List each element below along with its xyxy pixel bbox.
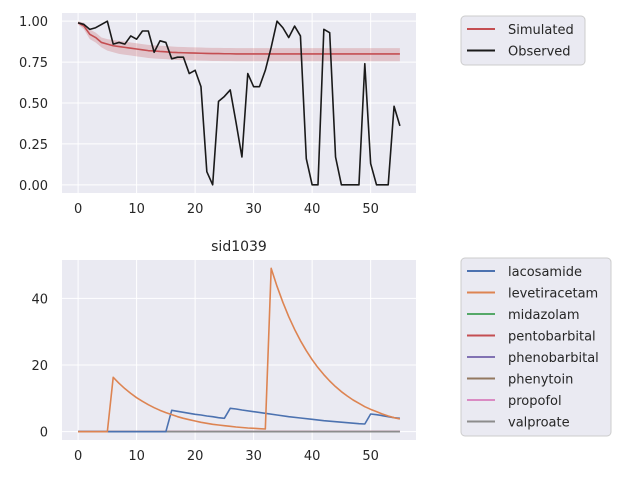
x-tick-label: 40 bbox=[304, 202, 321, 217]
legend-label-propofol: propofol bbox=[508, 394, 562, 409]
x-tick-label: 50 bbox=[362, 449, 379, 464]
chart-title: sid1039 bbox=[211, 239, 267, 255]
legend-label-simulated: Simulated bbox=[508, 23, 574, 38]
legend-label-pentobarbital: pentobarbital bbox=[508, 330, 596, 345]
x-tick-label: 10 bbox=[128, 449, 145, 464]
x-tick-label: 0 bbox=[74, 449, 82, 464]
y-tick-label: 0.75 bbox=[19, 56, 48, 71]
x-tick-label: 20 bbox=[187, 202, 204, 217]
x-tick-label: 0 bbox=[74, 202, 82, 217]
x-tick-label: 50 bbox=[362, 202, 379, 217]
y-tick-label: 0.00 bbox=[19, 179, 48, 194]
legend-label-midazolam: midazolam bbox=[508, 308, 580, 323]
x-tick-label: 20 bbox=[187, 449, 204, 464]
y-tick-label: 0.50 bbox=[19, 97, 48, 112]
legend-box bbox=[460, 257, 612, 437]
legend-label-valproate: valproate bbox=[508, 416, 570, 431]
legend-label-levetiracetam: levetiracetam bbox=[508, 287, 598, 302]
levetiracetam-line bbox=[78, 267, 401, 433]
x-tick-label: 30 bbox=[245, 449, 262, 464]
y-tick-label: 40 bbox=[31, 292, 48, 307]
observed-line bbox=[77, 20, 401, 186]
simulated-line bbox=[77, 22, 400, 55]
y-tick-label: 20 bbox=[31, 359, 48, 374]
plot-area bbox=[62, 260, 416, 440]
x-tick-label: 10 bbox=[128, 202, 145, 217]
x-tick-label: 40 bbox=[304, 449, 321, 464]
y-tick-label: 1.00 bbox=[19, 15, 48, 30]
legend-label-observed: Observed bbox=[508, 45, 571, 60]
x-tick-label: 30 bbox=[245, 202, 262, 217]
top-legend: Simulated Observed bbox=[460, 15, 586, 66]
legend-label-phenytoin: phenytoin bbox=[508, 373, 573, 388]
lacosamide-line bbox=[78, 407, 400, 433]
legend-label-phenobarbital: phenobarbital bbox=[508, 351, 599, 366]
y-tick-label: 0 bbox=[40, 426, 48, 441]
y-tick-label: 0.25 bbox=[19, 138, 48, 153]
top-chart: 0 10 20 30 40 50 0.00 0.25 0.50 0.75 1.00 bbox=[19, 13, 416, 217]
legend-label-lacosamide: lacosamide bbox=[508, 265, 582, 280]
bottom-legend: lacosamide levetiracetam midazolam pentobar… bbox=[460, 257, 612, 437]
bottom-chart: 0 10 20 30 40 50 0 20 40 sid1039 bbox=[31, 239, 416, 464]
